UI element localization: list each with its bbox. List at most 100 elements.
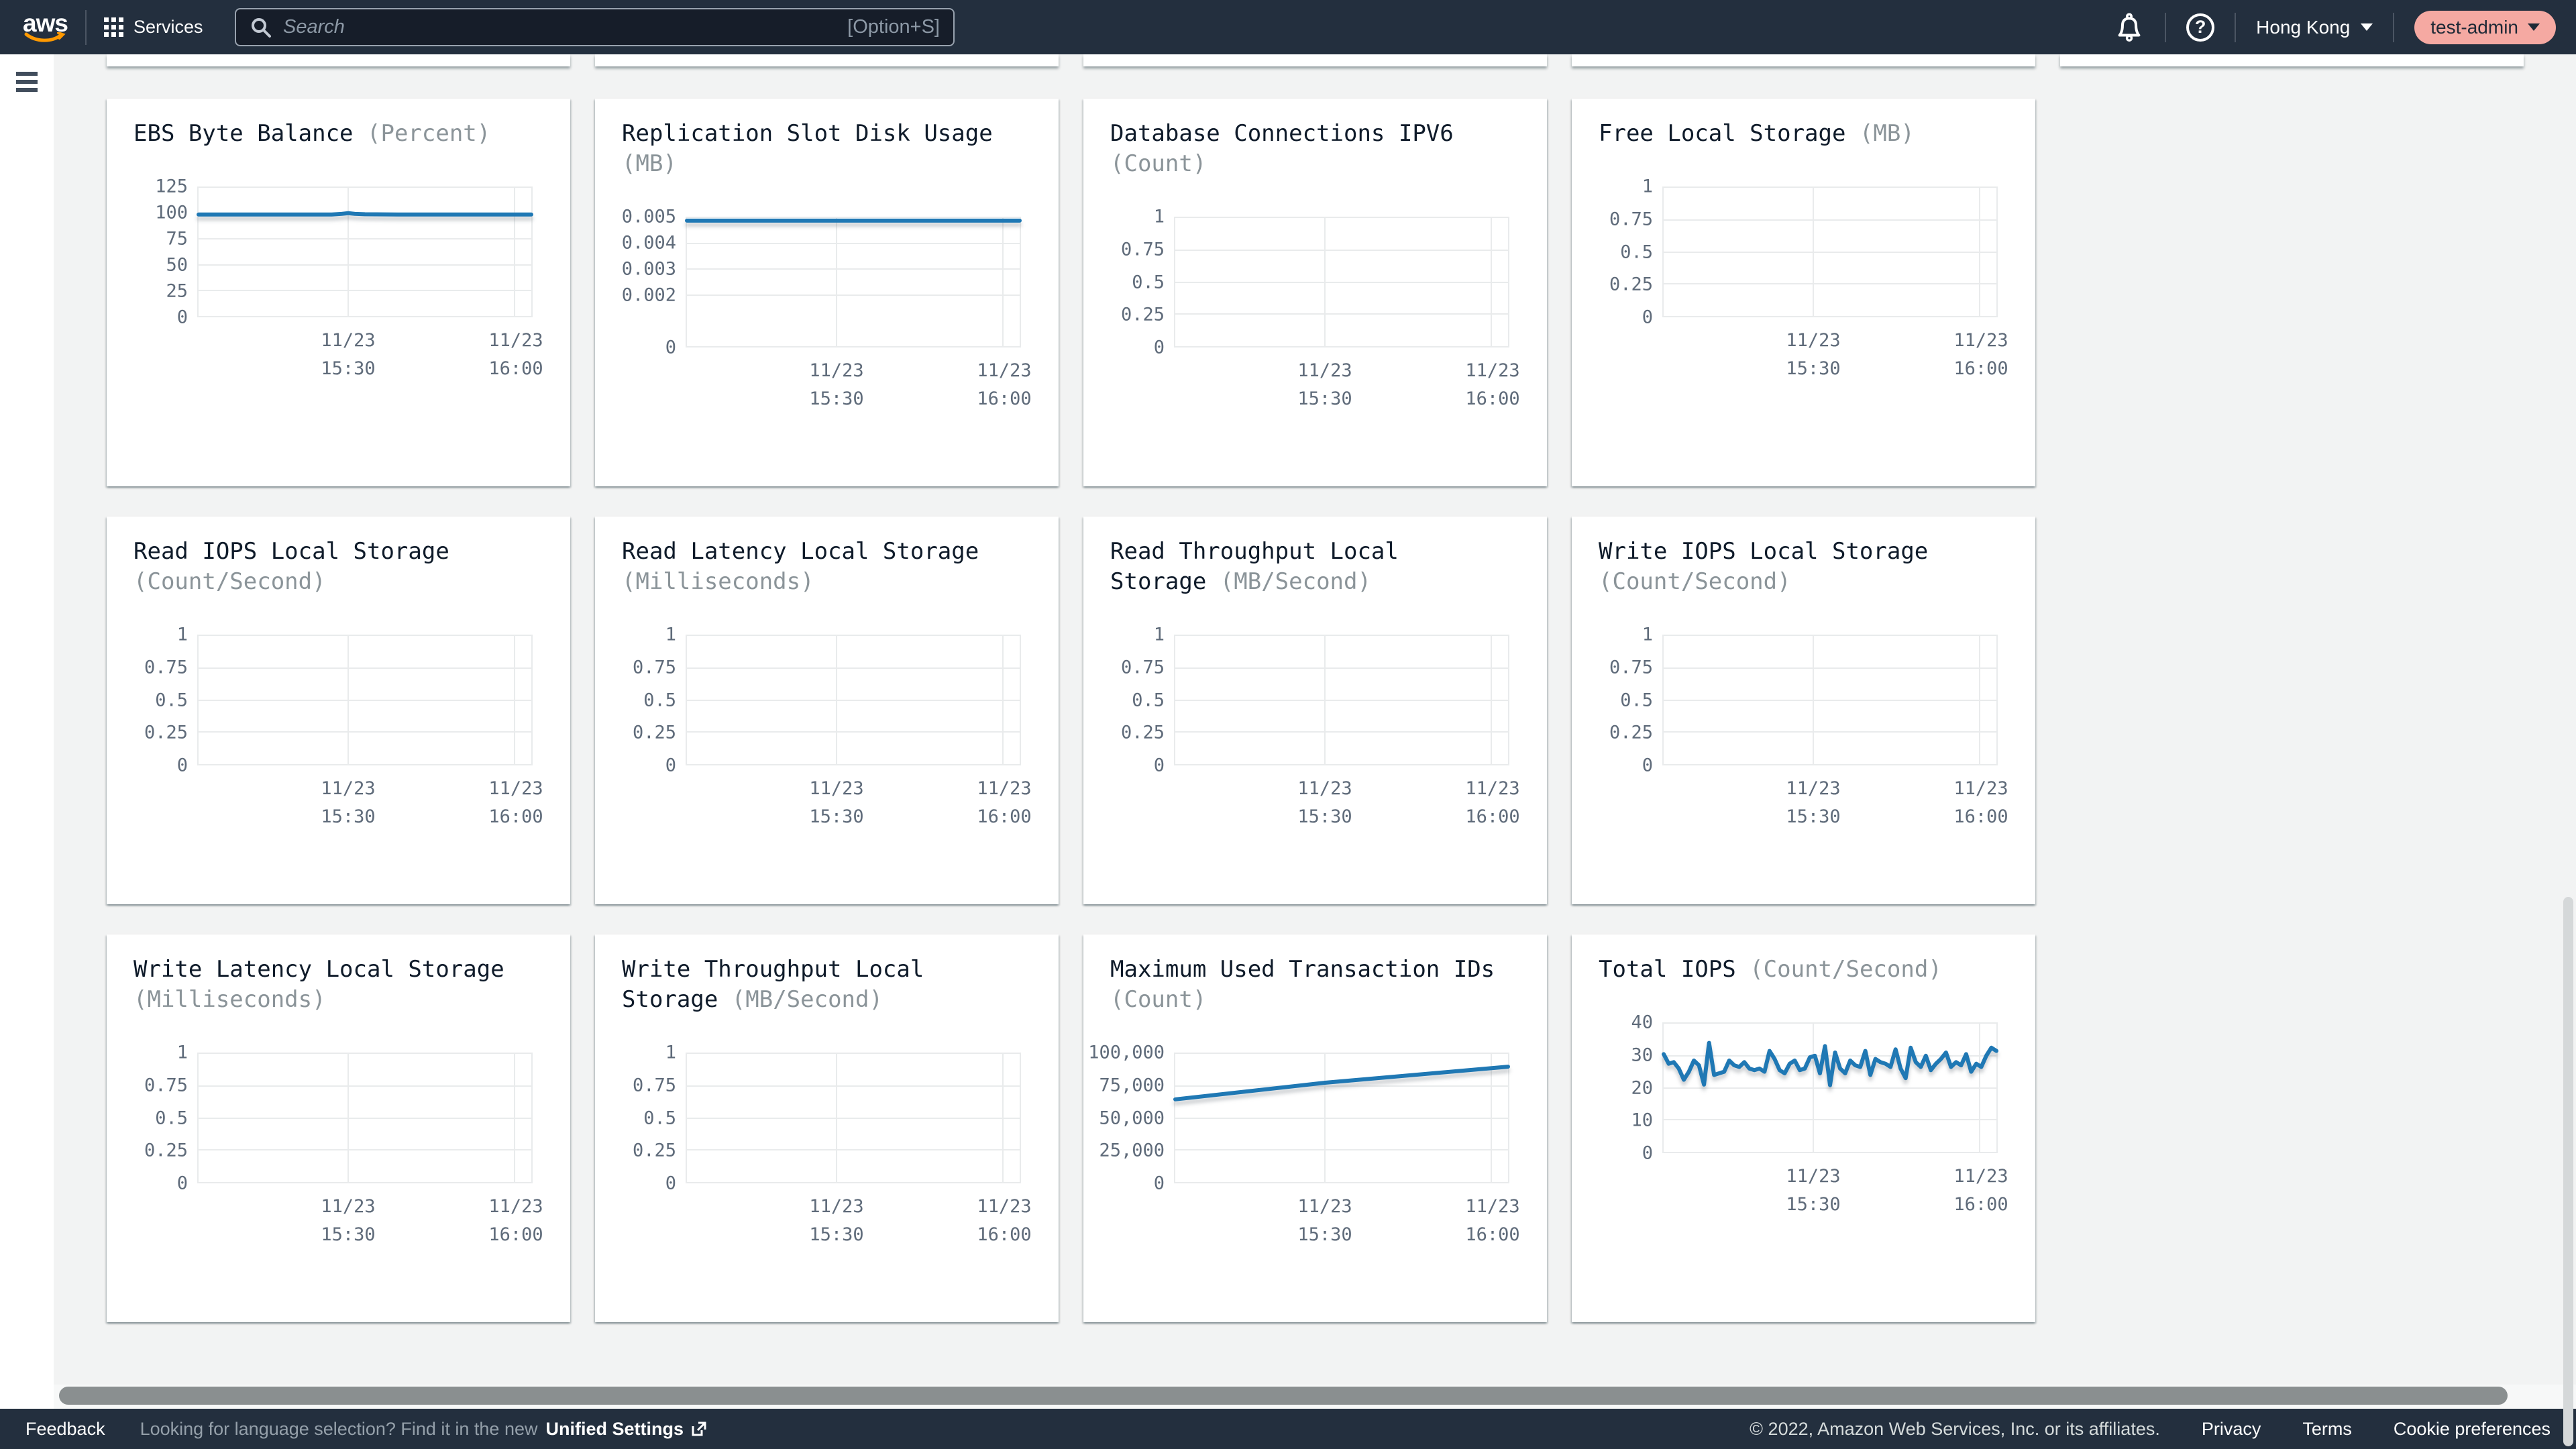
- gridline-horizontal: [199, 1085, 531, 1087]
- gridline-vertical: [1002, 218, 1004, 346]
- metric-chart[interactable]: 1 0.75 0.5 0.25 0 11/23 15:30 11/23 16:00: [1609, 176, 2008, 380]
- y-axis-tick-label: 100: [155, 202, 188, 223]
- y-axis-tick-label: 1: [665, 1042, 676, 1063]
- account-menu-button[interactable]: test-admin: [2414, 10, 2556, 44]
- y-axis-tick-label: 0.5: [1620, 690, 1653, 710]
- metric-card-title: Write IOPS Local Storage (Count/Second): [1599, 537, 1989, 597]
- metric-chart[interactable]: 1 0.75 0.5 0.25 0 11/23 15:30 11/23 16:00: [633, 625, 1032, 828]
- gridline-vertical: [1002, 636, 1004, 764]
- gridline-vertical: [836, 636, 838, 764]
- gridline-vertical: [347, 1054, 350, 1182]
- y-axis-tick-label: 0.75: [632, 657, 676, 678]
- metric-chart[interactable]: 1 0.75 0.5 0.25 0 11/23 15:30 11/23 16:00: [144, 1042, 543, 1246]
- gridline-horizontal: [199, 699, 531, 701]
- gridline-vertical: [1813, 1024, 1815, 1152]
- metric-chart[interactable]: 100,000 75,000 50,000 25,000 0 11/23 15:30 11/…: [1088, 1042, 1519, 1246]
- horizontal-scrollbar-thumb[interactable]: [59, 1387, 2508, 1405]
- y-axis-tick-label: 0: [1153, 1173, 1165, 1194]
- y-axis-tick-label: 0.005: [621, 206, 676, 227]
- metric-card: Write Latency Local Storage (Millisecond…: [107, 934, 570, 1322]
- gridline-horizontal: [199, 667, 531, 669]
- top-navbar: aws Services [Option+S] ?: [0, 0, 2576, 54]
- x-axis-tick-label: 11/23 15:30: [1786, 1166, 1841, 1215]
- y-axis-tick-label: 125: [155, 176, 188, 197]
- y-axis-tick-label: 0.5: [155, 1108, 188, 1128]
- vertical-scrollbar-thumb[interactable]: [2563, 897, 2573, 1446]
- cut-off-card: [107, 54, 570, 66]
- metric-chart[interactable]: 40 30 20 10 0 11/23 15:30 11/23 16:00: [1631, 1012, 2008, 1216]
- metric-card-title: Replication Slot Disk Usage (MB): [622, 119, 1012, 179]
- metric-title-text: Read Latency Local Storage: [622, 538, 979, 565]
- x-axis-tick-label: 11/23 16:00: [1953, 778, 2008, 827]
- aws-logo[interactable]: aws: [23, 9, 68, 43]
- x-axis-tick-label: 11/23 16:00: [1465, 778, 1520, 827]
- navbar-divider: [2165, 12, 2167, 42]
- terms-link[interactable]: Terms: [2302, 1418, 2352, 1439]
- x-axis-tick-label: 11/23 15:30: [809, 360, 864, 409]
- y-axis-tick-label: 0.25: [1609, 722, 1653, 743]
- metric-title-text: Write Latency Local Storage: [133, 956, 504, 983]
- menu-icon[interactable]: [16, 72, 38, 96]
- metric-title-text: Write Throughput Local Storage: [622, 956, 924, 1013]
- metric-card-title: Maximum Used Transaction IDs (Count): [1110, 955, 1501, 1015]
- metric-card: Read Throughput Local Storage (MB/Second…: [1083, 517, 1547, 904]
- metric-unit-text: (Milliseconds): [133, 986, 326, 1013]
- privacy-link[interactable]: Privacy: [2201, 1418, 2261, 1439]
- chevron-down-icon: [2528, 23, 2540, 31]
- metric-line-series: [1664, 1024, 1996, 1152]
- search-input[interactable]: [283, 16, 837, 38]
- metric-card-title: EBS Byte Balance (Percent): [133, 119, 524, 149]
- y-axis-tick-label: 25,000: [1099, 1140, 1165, 1161]
- gridline-horizontal: [1664, 1055, 1996, 1057]
- metric-line-series: [687, 218, 1020, 346]
- cut-off-card: [2060, 54, 2524, 66]
- help-button[interactable]: ?: [2186, 13, 2215, 42]
- notifications-button[interactable]: [2114, 12, 2145, 43]
- metric-chart[interactable]: 1 0.75 0.5 0.25 0 11/23 15:30 11/23 16:00: [1121, 625, 1520, 828]
- gridline-vertical: [1002, 1054, 1004, 1182]
- metric-card: Replication Slot Disk Usage (MB) 0.005 0.0…: [595, 99, 1059, 486]
- chart-plot-area: [197, 1053, 533, 1183]
- x-axis-tick-label: 11/23 16:00: [977, 360, 1032, 409]
- metric-chart[interactable]: 125 100 75 50 25 0 11/23 15:30 11/23 16:00: [155, 176, 543, 380]
- region-selector[interactable]: Hong Kong: [2256, 17, 2373, 38]
- metric-card-title: Free Local Storage (MB): [1599, 119, 1989, 149]
- feedback-link[interactable]: Feedback: [25, 1418, 105, 1439]
- gridline-vertical: [1324, 1054, 1326, 1182]
- cut-off-card-row: [54, 54, 2576, 66]
- x-axis-tick-label: 11/23 16:00: [1953, 1166, 2008, 1215]
- gridline-horizontal: [1175, 1149, 1508, 1151]
- gridline-vertical: [1491, 1054, 1493, 1182]
- metric-title-text: Free Local Storage: [1599, 120, 1846, 147]
- y-axis-tick-label: 0.75: [632, 1075, 676, 1096]
- metric-chart[interactable]: 1 0.75 0.5 0.25 0 11/23 15:30 11/23 16:00: [633, 1042, 1032, 1246]
- gridline-horizontal: [687, 667, 1020, 669]
- y-axis-tick-label: 0: [665, 755, 676, 776]
- gridline-horizontal: [687, 731, 1020, 733]
- unified-settings-link[interactable]: Unified Settings: [545, 1419, 708, 1440]
- metric-card-title: Read Latency Local Storage (Milliseconds…: [622, 537, 1012, 597]
- metric-chart[interactable]: 0.005 0.004 0.003 0.002 0 11/23 15:30 11/23 16…: [622, 207, 1032, 410]
- metric-chart[interactable]: 1 0.75 0.5 0.25 0 11/23 15:30 11/23 16:00: [144, 625, 543, 828]
- navbar-divider: [2235, 12, 2237, 42]
- gridline-vertical: [514, 188, 516, 316]
- metric-unit-text: (MB/Second): [731, 986, 883, 1013]
- metric-unit-text: (MB): [622, 150, 677, 177]
- aws-logo-text: aws: [23, 9, 68, 37]
- cookie-preferences-link[interactable]: Cookie preferences: [2393, 1418, 2551, 1439]
- gridline-horizontal: [1175, 731, 1508, 733]
- metric-chart[interactable]: 1 0.75 0.5 0.25 0 11/23 15:30 11/23 16:00: [1121, 207, 1520, 410]
- y-axis-tick-label: 50: [166, 254, 188, 276]
- metric-card: Database Connections IPV6 (Count) 1 0.75 0.…: [1083, 99, 1547, 486]
- metric-chart[interactable]: 1 0.75 0.5 0.25 0 11/23 15:30 11/23 16:00: [1609, 625, 2008, 828]
- y-axis-tick-label: 0.5: [643, 690, 676, 710]
- global-search-box[interactable]: [Option+S]: [235, 8, 955, 46]
- services-menu-button[interactable]: Services: [103, 17, 203, 38]
- y-axis-tick-label: 0: [176, 1173, 188, 1194]
- y-axis-tick-label: 0: [665, 337, 676, 358]
- x-axis-tick-label: 11/23 16:00: [488, 330, 543, 379]
- y-axis-tick-label: 1: [1642, 176, 1653, 197]
- y-axis-tick-label: 0.002: [621, 284, 676, 306]
- x-axis-tick-label: 11/23 15:30: [809, 1196, 864, 1245]
- metrics-grid: EBS Byte Balance (Percent) 125 100 75 50 25 0 1…: [54, 99, 2523, 1322]
